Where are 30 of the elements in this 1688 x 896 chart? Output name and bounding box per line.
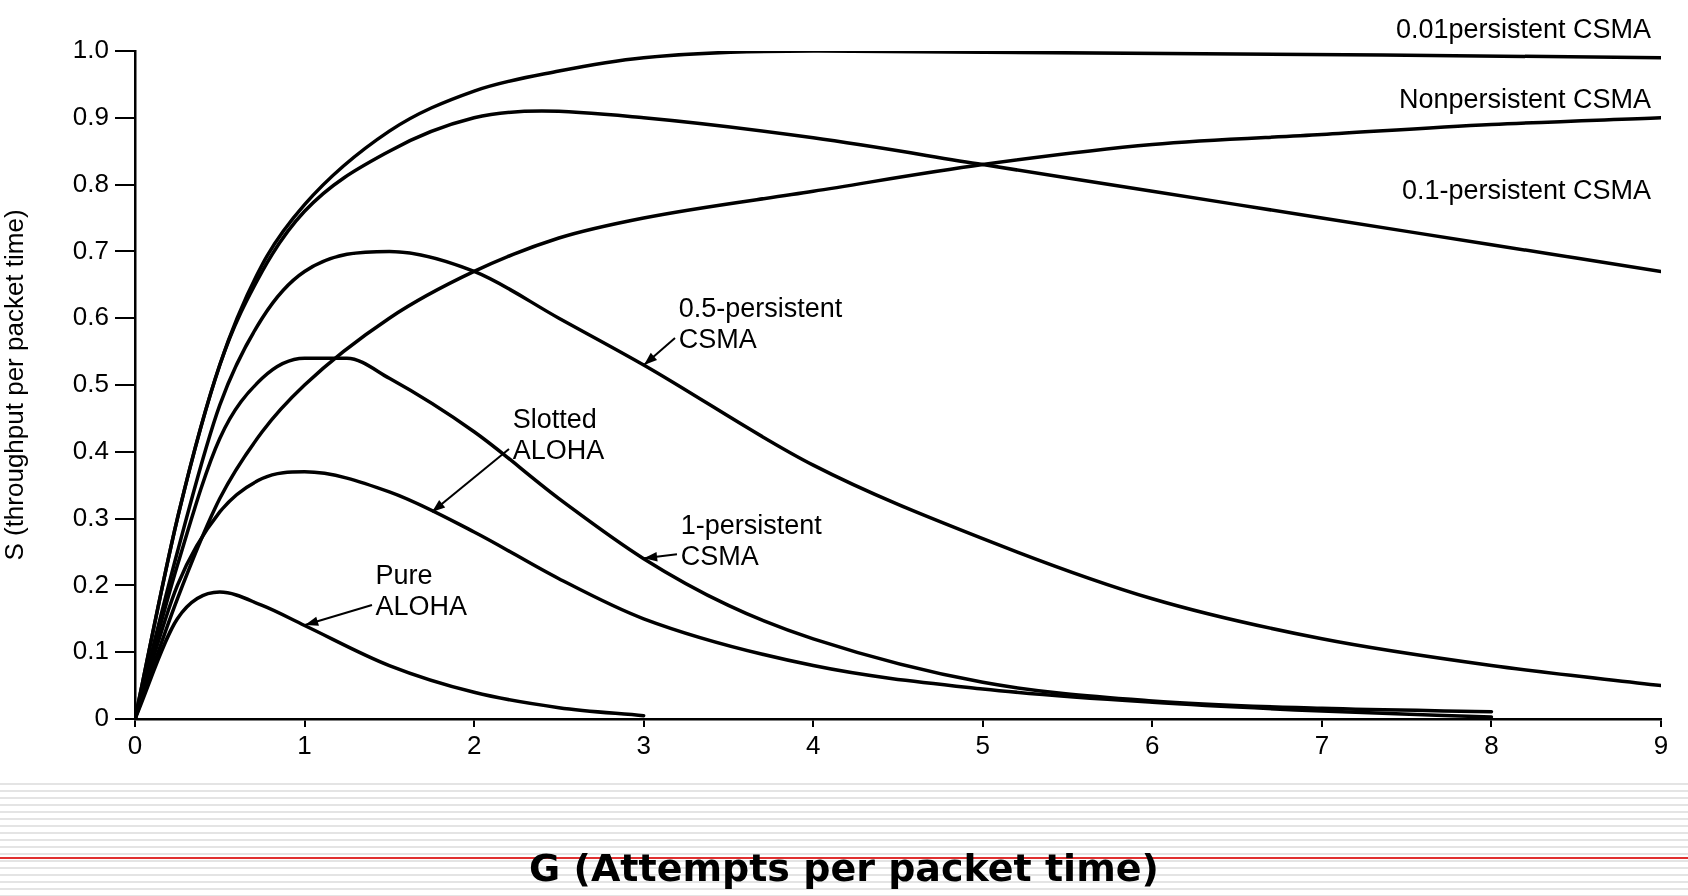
x-tick-label: 4 [805, 729, 821, 760]
annotation: 1-persistent CSMA [680, 509, 823, 571]
y-tick-label: 0.5 [72, 368, 109, 399]
y-tick-label: 0.1 [72, 635, 109, 666]
x-tick-label: 3 [636, 729, 651, 760]
annotation: 0.1-persistent CSMA [1401, 174, 1651, 205]
annotation: Nonpersistent CSMA [1398, 84, 1651, 115]
x-tick-label: 2 [466, 729, 482, 760]
x-tick-label: 9 [1653, 729, 1669, 760]
x-tick-label: 8 [1484, 729, 1499, 760]
y-tick-label: 0.2 [72, 568, 109, 599]
annotation: Pure ALOHA [375, 560, 468, 622]
y-tick-label: 0.4 [72, 434, 109, 465]
x-tick-label: 7 [1314, 729, 1330, 760]
x-tick-label: 5 [975, 729, 991, 760]
y-tick-label: 0 [94, 702, 109, 733]
annotation: 0.01persistent CSMA [1395, 14, 1651, 45]
x-tick-label: 6 [1145, 729, 1160, 760]
y-tick-label: 0.3 [72, 501, 109, 532]
y-tick-label: 0.7 [72, 234, 109, 265]
x-axis-title: G (Attempts per packet time) [528, 846, 1160, 890]
y-tick-label: 0.8 [72, 167, 109, 198]
annotation: Slotted ALOHA [512, 403, 605, 465]
y-tick-label: 0.9 [72, 100, 109, 131]
y-tick-label: 1.0 [72, 34, 109, 65]
x-tick-label: 0 [127, 729, 143, 760]
annotation: 0.5-persistent CSMA [678, 292, 843, 354]
x-tick-label: 1 [297, 729, 312, 760]
y-axis-title: S (throughput per packet time) [0, 209, 29, 561]
y-tick-label: 0.6 [72, 301, 109, 332]
